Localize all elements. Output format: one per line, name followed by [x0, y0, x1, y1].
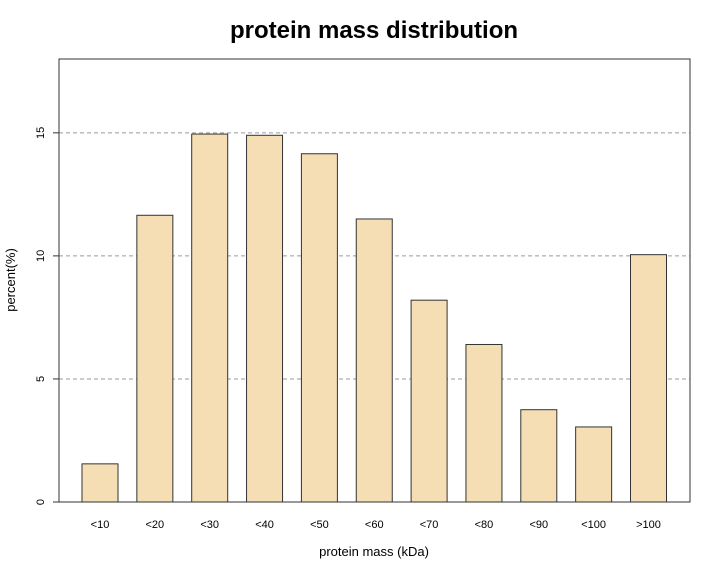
- bar-10: [630, 254, 667, 503]
- bar-8: [520, 409, 558, 503]
- x-tick-label: <10: [91, 519, 110, 531]
- bar-0: [81, 463, 119, 503]
- x-tick-label: <50: [310, 519, 329, 531]
- x-tick-label: <70: [420, 519, 439, 531]
- bars: [81, 133, 667, 503]
- bar-9: [575, 426, 613, 503]
- x-axis-label: protein mass (kDa): [319, 544, 429, 559]
- bar-6: [410, 299, 448, 503]
- y-tick-label: 10: [35, 250, 47, 262]
- bar-2: [191, 133, 229, 503]
- bar-1: [136, 214, 174, 503]
- y-axis-label: percent(%): [3, 248, 18, 312]
- x-axis: <10 <20 <30 <40 <50 <60 <70 <80 <90 <100 >100: [91, 519, 661, 531]
- x-tick-label: <20: [146, 519, 165, 531]
- x-tick-label: <80: [475, 519, 494, 531]
- y-tick-label: 5: [35, 376, 47, 382]
- x-tick-label: <100: [581, 519, 606, 531]
- bar-4: [300, 153, 338, 503]
- x-tick-label: <60: [365, 519, 384, 531]
- y-tick-label: 0: [35, 499, 47, 505]
- bar-5: [355, 218, 393, 503]
- bar-3: [246, 134, 284, 503]
- y-tick-label: 15: [35, 127, 47, 139]
- chart-title: protein mass distribution: [230, 17, 518, 44]
- plot-frame: [58, 58, 691, 503]
- x-tick-label: <40: [255, 519, 274, 531]
- x-tick-label: <30: [200, 519, 219, 531]
- x-tick-label: >100: [636, 519, 661, 531]
- x-tick-label: <90: [529, 519, 548, 531]
- bar-7: [465, 343, 503, 503]
- y-axis: 0 5 10 15: [35, 127, 59, 505]
